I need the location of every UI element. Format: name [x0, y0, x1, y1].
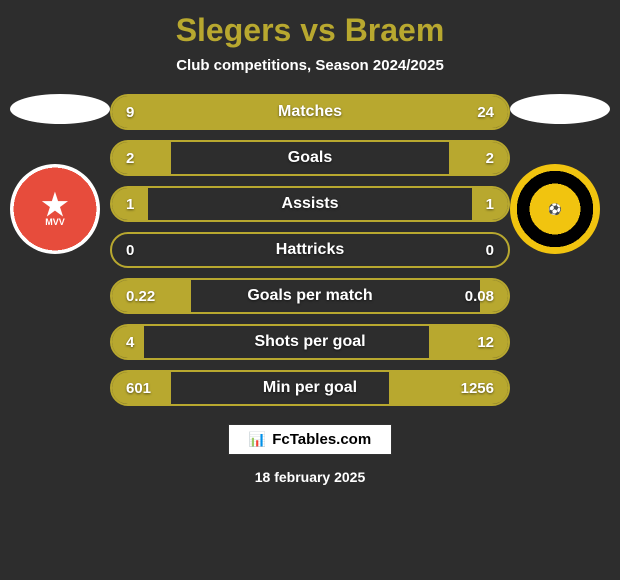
- attribution-text: FcTables.com: [272, 431, 371, 448]
- stat-row-spg: 4 Shots per goal 12: [110, 324, 510, 360]
- bar-right: [449, 142, 508, 174]
- subtitle: Club competitions, Season 2024/2025: [176, 57, 444, 74]
- stat-label: Matches: [278, 103, 342, 121]
- stats-column: 9 Matches 24 2 Goals 2 1 Assists 1: [110, 94, 510, 406]
- team-logo-left: ★ MVV: [10, 164, 100, 254]
- player-ellipse-left: [10, 94, 110, 124]
- stat-row-goals: 2 Goals 2: [110, 140, 510, 176]
- team-logo-right: ⚽: [510, 164, 600, 254]
- stat-value-right: 0: [486, 242, 494, 259]
- stat-row-gpm: 0.22 Goals per match 0.08: [110, 278, 510, 314]
- main-container: Slegers vs Braem Club competitions, Seas…: [0, 0, 620, 580]
- stat-label: Goals: [288, 149, 332, 167]
- bar-right: [429, 326, 508, 358]
- chart-icon: 📊: [249, 431, 266, 448]
- stat-value-left: 0.22: [126, 288, 155, 305]
- player-ellipse-right: [510, 94, 610, 124]
- stat-value-right: 0.08: [465, 288, 494, 305]
- bar-left: [112, 142, 171, 174]
- stat-value-right: 24: [477, 104, 494, 121]
- stat-value-right: 12: [477, 334, 494, 351]
- stat-value-right: 1256: [461, 380, 494, 397]
- right-team-area: ⚽: [510, 94, 610, 254]
- stat-label: Shots per goal: [254, 333, 365, 351]
- attribution-badge: 📊 FcTables.com: [228, 424, 392, 455]
- stat-row-hattricks: 0 Hattricks 0: [110, 232, 510, 268]
- stat-label: Min per goal: [263, 379, 357, 397]
- stat-value-right: 1: [486, 196, 494, 213]
- stat-value-left: 601: [126, 380, 151, 397]
- stat-value-left: 0: [126, 242, 134, 259]
- stat-value-left: 1: [126, 196, 134, 213]
- stat-label: Assists: [282, 195, 339, 213]
- stat-row-mpg: 601 Min per goal 1256: [110, 370, 510, 406]
- logo-text-right: ⚽: [548, 203, 562, 216]
- stat-value-left: 4: [126, 334, 134, 351]
- left-team-area: ★ MVV: [10, 94, 110, 254]
- stat-value-left: 9: [126, 104, 134, 121]
- bar-right: [219, 96, 508, 128]
- stat-value-left: 2: [126, 150, 134, 167]
- stat-row-matches: 9 Matches 24: [110, 94, 510, 130]
- stat-label: Hattricks: [276, 241, 344, 259]
- main-area: ★ MVV ⚽ 9 Matches 24 2 Go: [0, 94, 620, 406]
- stat-row-assists: 1 Assists 1: [110, 186, 510, 222]
- logo-text-left: MVV: [42, 217, 69, 227]
- date-text: 18 february 2025: [255, 469, 366, 485]
- stat-value-right: 2: [486, 150, 494, 167]
- page-title: Slegers vs Braem: [176, 12, 445, 49]
- logo-inner-left: ★ MVV: [42, 191, 69, 227]
- stat-label: Goals per match: [247, 287, 372, 305]
